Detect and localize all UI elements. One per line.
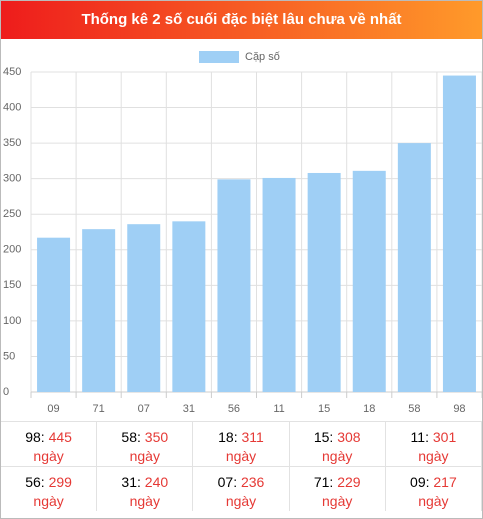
bar bbox=[307, 172, 341, 392]
y-tick-label: 50 bbox=[3, 350, 15, 362]
days-unit: ngày bbox=[129, 493, 160, 509]
table-cell: 56: 299 ngày bbox=[1, 466, 98, 511]
y-tick-label: 400 bbox=[3, 101, 21, 113]
bar bbox=[82, 229, 116, 392]
y-tick-label: 450 bbox=[3, 66, 21, 78]
pair-label: 18: bbox=[218, 429, 238, 445]
table-cell: 11: 301 ngày bbox=[385, 421, 482, 466]
days-value: 311 bbox=[241, 429, 264, 445]
days-unit: ngày bbox=[225, 448, 257, 464]
days-unit: ngày bbox=[322, 493, 353, 509]
days-value: 308 bbox=[337, 429, 361, 445]
y-tick-label: 350 bbox=[3, 137, 21, 149]
days-unit: ngày bbox=[33, 493, 64, 509]
pair-label: 56: bbox=[25, 474, 45, 490]
days-value: 229 bbox=[337, 474, 361, 490]
y-tick-label: 0 bbox=[3, 386, 9, 398]
pair-label: 31: bbox=[121, 474, 141, 490]
pair-label: 58: bbox=[121, 429, 141, 445]
bar bbox=[352, 170, 386, 392]
pair-label: 71: bbox=[313, 474, 334, 490]
x-tick-label: 11 bbox=[273, 403, 284, 415]
days-unit: ngày bbox=[418, 493, 449, 509]
days-unit: ngày bbox=[225, 493, 257, 509]
x-tick-label: 98 bbox=[453, 403, 465, 415]
x-tick-label: 56 bbox=[228, 403, 240, 415]
days-value: 217 bbox=[433, 474, 457, 490]
y-tick-label: 300 bbox=[3, 173, 21, 185]
pair-label: 09: bbox=[410, 474, 430, 490]
x-tick-label: 58 bbox=[408, 403, 420, 415]
bar bbox=[37, 237, 71, 392]
table: 98: 445 ngày 58: 350 ngày 18: 311 ngày 15: 308… bbox=[1, 421, 482, 511]
y-tick-label: 150 bbox=[3, 279, 21, 291]
x-tick-label: 15 bbox=[318, 403, 330, 415]
y-tick-label: 250 bbox=[3, 208, 21, 220]
x-tick-label: 07 bbox=[138, 403, 150, 415]
pair-label: 15: bbox=[313, 429, 334, 445]
table-cell: 09: 217 ngày bbox=[385, 466, 482, 511]
x-tick-label: 71 bbox=[93, 403, 105, 415]
bar bbox=[217, 179, 251, 392]
days-unit: ngày bbox=[418, 448, 449, 464]
pair-label: 07: bbox=[217, 474, 238, 490]
days-value: 445 bbox=[48, 429, 72, 445]
table-cell: 31: 240 ngày bbox=[97, 466, 194, 511]
table-cell: 18: 311 ngày bbox=[193, 421, 290, 466]
x-tick-label: 09 bbox=[47, 403, 59, 415]
bar bbox=[172, 221, 206, 392]
bar bbox=[442, 75, 476, 393]
pair-label: 11: bbox=[410, 429, 429, 445]
table-cell: 71: 229 ngày bbox=[289, 466, 386, 511]
days-value: 301 bbox=[432, 429, 457, 445]
pair-label: 98: bbox=[25, 429, 45, 445]
days-value: 350 bbox=[144, 429, 169, 445]
days-unit: ngày bbox=[322, 448, 353, 464]
header-title: Thống kê 2 số cuối đặc biệt lâu chưa về … bbox=[1, 1, 482, 39]
days-unit: ngày bbox=[129, 448, 160, 464]
bar bbox=[397, 143, 431, 392]
chart: Cặp số 0 50 100 150 200 250 300 350 400 450 09 71 07 3… bbox=[3, 51, 482, 415]
bar bbox=[262, 177, 296, 392]
y-tick-label: 100 bbox=[3, 315, 21, 327]
days-value: 236 bbox=[240, 474, 265, 490]
days-unit: ngày bbox=[33, 448, 64, 464]
legend-swatch bbox=[199, 51, 239, 63]
y-tick-label: 200 bbox=[3, 244, 21, 256]
bar bbox=[127, 224, 161, 392]
days-value: 240 bbox=[144, 474, 169, 490]
table-cell: 98: 445 ngày bbox=[1, 421, 98, 466]
days-value: 299 bbox=[48, 474, 72, 490]
table-cell: 58: 350 ngày bbox=[97, 421, 194, 466]
legend-label: Cặp số bbox=[245, 51, 280, 63]
table-cell: 07: 236 ngày bbox=[193, 466, 290, 511]
x-tick-label: 31 bbox=[183, 403, 195, 415]
x-tick-label: 18 bbox=[363, 403, 375, 415]
table-cell: 15: 308 ngày bbox=[289, 421, 386, 466]
